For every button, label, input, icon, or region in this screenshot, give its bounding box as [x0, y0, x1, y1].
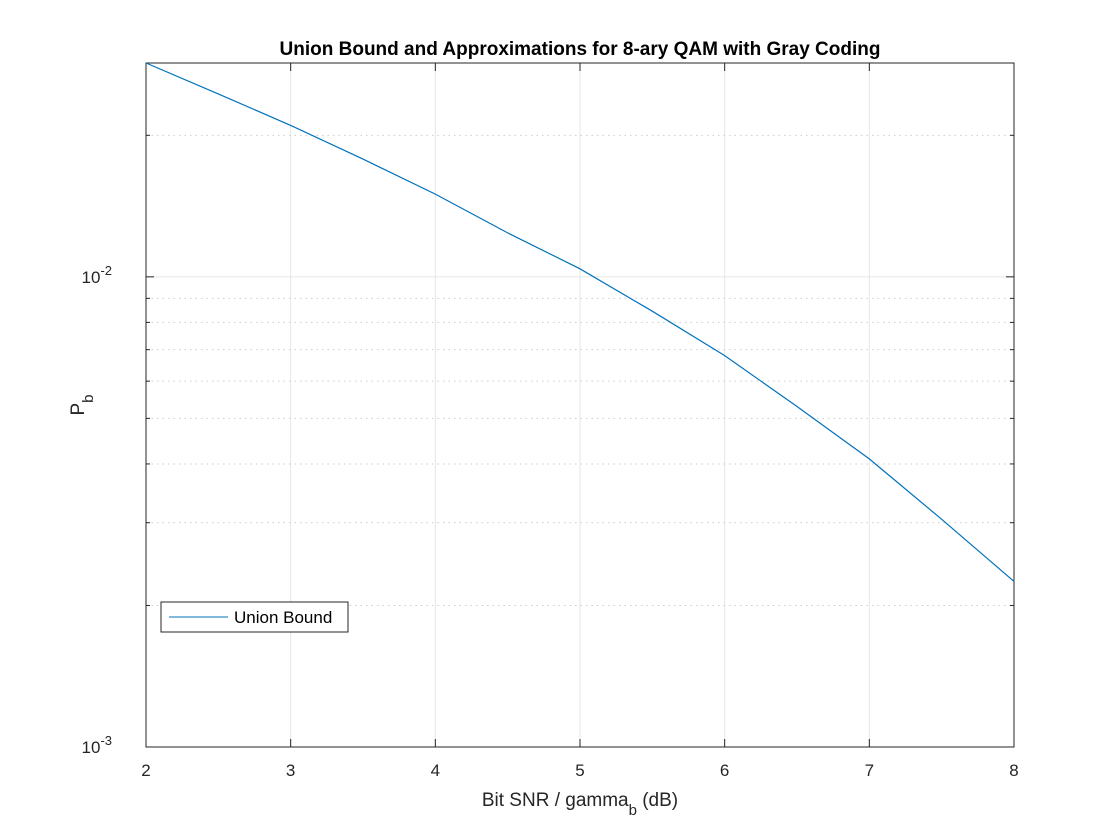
y-axis-label: Pb: [68, 394, 97, 415]
x-tick-label: 6: [720, 761, 729, 780]
x-axis-label-suffix: (dB): [637, 790, 678, 811]
chart-title: Union Bound and Approximations for 8-ary…: [280, 39, 881, 60]
x-tick-label: 8: [1009, 761, 1018, 780]
x-axis-label-main: Bit SNR / gamma: [482, 790, 629, 811]
x-axis-label: Bit SNR / gammab (dB): [482, 790, 678, 819]
x-tick-label: 2: [141, 761, 150, 780]
x-tick-label: 3: [286, 761, 295, 780]
y-axis-label-subscript: b: [80, 394, 97, 402]
x-tick-label: 7: [865, 761, 874, 780]
y-axis-label-main: P: [68, 403, 89, 416]
axis-ticks: 2 3 4 5 6 7 8 10-3 10-2: [82, 63, 1019, 780]
grid: [146, 63, 1014, 747]
x-tick-label: 4: [431, 761, 440, 780]
y-tick-label: 10-3: [82, 733, 112, 757]
series-line-union-bound: [145, 62, 1015, 582]
series-layer: [145, 62, 1015, 582]
y-tick-label: 10-2: [82, 263, 112, 287]
x-tick-label: 5: [575, 761, 584, 780]
legend-label: Union Bound: [234, 608, 332, 627]
x-axis-label-subscript: b: [629, 802, 637, 819]
legend: Union Bound: [160, 601, 349, 633]
